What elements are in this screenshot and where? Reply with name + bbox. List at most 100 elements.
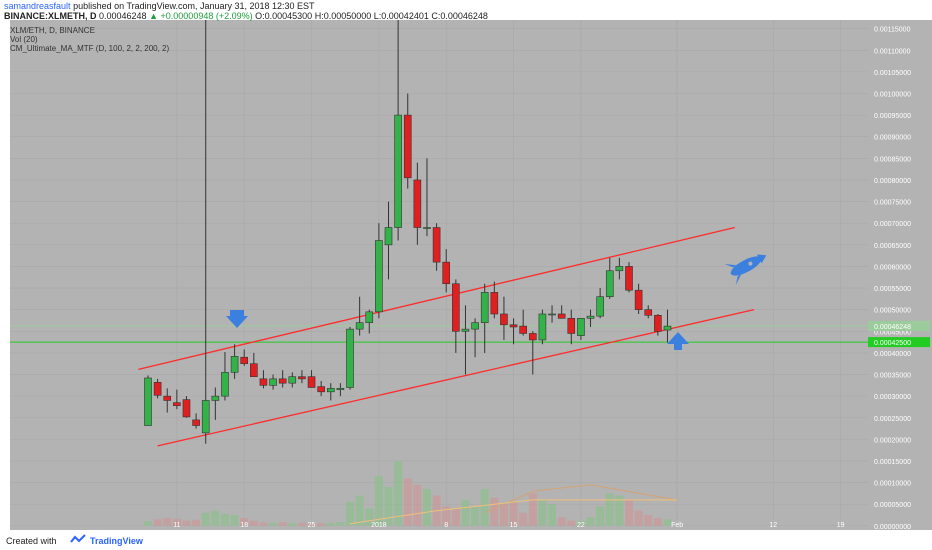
candle [586, 309, 595, 327]
volume-bar [365, 508, 374, 526]
volume-bar [259, 522, 268, 526]
x-tick-label: 8 [444, 522, 448, 529]
candle-body-down [250, 363, 258, 377]
footer-created: Created with [6, 536, 57, 546]
candle-body-up [577, 318, 585, 336]
candle [173, 389, 181, 410]
volume-bar [605, 493, 614, 526]
candle [596, 288, 604, 319]
candle [201, 20, 210, 444]
volume-bar [586, 517, 595, 526]
candle-body-up [269, 378, 277, 386]
footer-brand[interactable]: TradingView [90, 536, 143, 546]
candle [634, 283, 643, 314]
volume-bar [567, 520, 576, 526]
symbol-label: BINANCE:XLMETH, D [4, 11, 97, 21]
candle-body-up [596, 296, 604, 317]
volume-bar [201, 512, 210, 526]
candle-body-up [221, 372, 229, 397]
candle-body-up [365, 311, 374, 323]
volume-bar [528, 493, 537, 526]
candle [471, 318, 479, 358]
volume-bar [240, 518, 249, 526]
volume-bar [172, 518, 181, 526]
volume-bar [644, 515, 653, 526]
volume-bar [269, 522, 278, 526]
volume-bar [576, 520, 585, 526]
volume-bar [384, 486, 393, 526]
candle-body-up [586, 315, 595, 319]
y-tick-label: 0.00085000 [874, 156, 911, 163]
candle-body-down [317, 386, 325, 393]
level-tag [868, 337, 930, 348]
channel-lower-line [157, 309, 755, 447]
volume-bar [615, 495, 624, 526]
y-tick-label: 0.00060000 [874, 264, 911, 271]
candle [577, 318, 585, 340]
candle-body-down [452, 283, 460, 332]
legend-indicator: CM_Ultimate_MA_MTF (D, 100, 2, 2, 200, 2… [10, 44, 170, 53]
candle [394, 20, 402, 241]
up-arrow-icon [667, 332, 689, 350]
candle [538, 309, 547, 345]
candle-body-down [278, 378, 287, 384]
y-tick-label: 0.00015000 [874, 459, 911, 466]
candle [403, 93, 412, 189]
candle [452, 279, 460, 353]
candle [307, 370, 316, 388]
trend-channel [138, 226, 755, 447]
candle [326, 383, 335, 401]
author-link[interactable]: samandreasfault [4, 1, 71, 11]
candle-body-up [480, 292, 489, 323]
y-tick-label: 0.00000000 [874, 524, 911, 530]
volume-bar [471, 506, 480, 526]
candle [192, 413, 200, 429]
candle [384, 201, 393, 280]
candle [317, 381, 325, 397]
x-tick-label: 15 [510, 522, 518, 529]
candle [288, 372, 297, 388]
price-change: +0.00000948 (+2.09%) [160, 11, 253, 21]
volume-bar [278, 522, 287, 526]
candle [423, 158, 431, 237]
y-tick-label: 0.00090000 [874, 135, 911, 142]
volume-bar [288, 523, 297, 526]
candle [240, 349, 248, 366]
volume-bar [307, 523, 316, 526]
x-tick-label: 25 [308, 522, 316, 529]
ohlc-low: L:0.00042401 [373, 11, 429, 21]
candle [663, 309, 672, 343]
horizontal-levels [10, 325, 868, 343]
candle-body-down [644, 309, 653, 316]
y-tick-label: 0.00110000 [874, 48, 911, 55]
candle [557, 305, 566, 319]
candle-body-up [663, 325, 672, 331]
candle [144, 375, 152, 426]
candle [355, 296, 364, 336]
candle-body-down [567, 318, 576, 334]
x-tick-label: Feb [671, 522, 683, 529]
candle [211, 387, 220, 420]
ohlc-close: C:0.00046248 [431, 11, 488, 21]
x-tick-label: 22 [577, 522, 585, 529]
candle-body-down [442, 261, 451, 285]
last-price-label: 0.00046248 [874, 324, 911, 331]
volume-bar [519, 512, 528, 526]
candle-body-down [259, 378, 268, 386]
candle-body-down [509, 324, 518, 328]
candle [461, 305, 470, 375]
candle-body-up [288, 376, 297, 384]
candle [500, 296, 508, 340]
y-tick-label: 0.00050000 [874, 308, 911, 315]
volume-bar [374, 476, 383, 526]
candle-body-up [355, 322, 364, 330]
legend-volume: Vol (20) [10, 35, 38, 44]
candle-body-down [634, 289, 643, 310]
y-tick-label: 0.00080000 [874, 178, 911, 185]
price-chart[interactable]: 0.00115000 0.00110000 0.00105000 0.00100000… [0, 0, 932, 530]
candle-body-up [336, 388, 345, 390]
volume-bar [192, 519, 201, 526]
candle-body-down [240, 356, 248, 365]
y-axis: 0.00115000 0.00110000 0.00105000 0.00100000… [874, 27, 911, 530]
gridlines [10, 20, 868, 527]
